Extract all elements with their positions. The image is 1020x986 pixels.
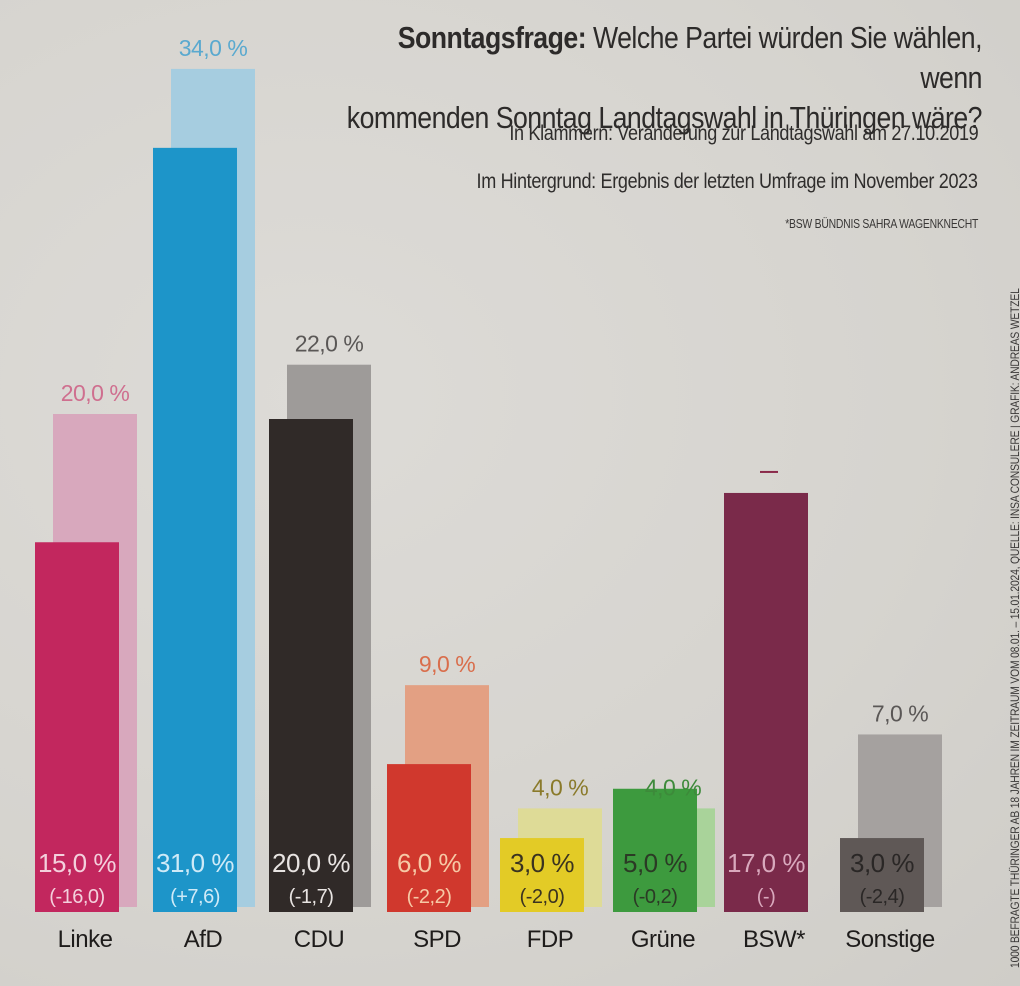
foreground-bar	[500, 838, 584, 912]
bar-group-grne	[613, 788, 715, 912]
category-label: Linke	[58, 926, 113, 953]
change-label: (-16,0)	[49, 886, 104, 908]
bar-group-linke	[35, 414, 137, 912]
foreground-value-label: 17,0 %	[727, 848, 805, 878]
title-line-1: Sonntagsfrage: Welche Partei würden Sie …	[346, 18, 983, 98]
foreground-bar	[269, 419, 353, 912]
change-label: (-)	[757, 886, 775, 908]
bar-group-sonstige	[840, 734, 942, 912]
background-value-label: 9,0 %	[419, 651, 475, 677]
foreground-bar	[724, 492, 808, 912]
foreground-value-label: 5,0 %	[623, 848, 687, 878]
bar-group-bsw	[724, 470, 808, 912]
foreground-bar	[840, 838, 924, 912]
change-label: (-2,2)	[407, 886, 452, 908]
category-label: Grüne	[631, 926, 695, 953]
foreground-value-label: 31,0 %	[156, 848, 234, 878]
title-bold: Sonntagsfrage:	[397, 20, 587, 55]
category-label: Sonstige	[845, 926, 935, 953]
bar-group-cdu	[269, 364, 371, 912]
category-label: BSW*	[743, 926, 805, 953]
category-label: CDU	[294, 926, 345, 953]
foreground-bar	[35, 542, 119, 912]
change-label: (-0,2)	[633, 886, 678, 908]
foreground-value-label: 20,0 %	[272, 848, 350, 878]
title-line-2: kommenden Sonntag Landtagswahl in Thürin…	[346, 100, 983, 135]
change-label: (-1,7)	[289, 886, 334, 908]
change-label: (+7,6)	[170, 886, 220, 908]
background-value-label: 20,0 %	[61, 380, 130, 406]
background-value-label: 34,0 %	[179, 35, 248, 61]
change-label: (-2,0)	[520, 886, 565, 908]
category-label: AfD	[184, 926, 223, 953]
bar-group-afd	[153, 68, 255, 913]
foreground-value-label: 3,0 %	[850, 848, 914, 878]
foreground-value-label: 15,0 %	[38, 848, 116, 878]
category-label: SPD	[413, 926, 461, 953]
bar-group-fdp	[500, 808, 602, 912]
subtitle-brackets: In Klammern: Veränderung zur Landtagswah…	[508, 122, 978, 145]
foreground-bar	[613, 788, 697, 912]
foreground-value-label: 6,0 %	[397, 848, 461, 878]
foreground-bar	[387, 764, 471, 912]
change-label: (-2,4)	[860, 886, 905, 908]
foreground-bar	[153, 147, 237, 913]
category-label: FDP	[527, 926, 574, 953]
background-value-label: 4,0 %	[532, 774, 588, 800]
background-value-label: 7,0 %	[872, 700, 928, 726]
background-value-dash	[760, 470, 778, 473]
foreground-value-label: 3,0 %	[510, 848, 574, 878]
footnote-bsw: *BSW BÜNDNIS SAHRA WAGENKNECHT	[785, 216, 978, 231]
subtitle-background: Im Hintergrund: Ergebnis der letzten Umf…	[477, 170, 978, 193]
title-rest: Welche Partei würden Sie wählen, wenn	[592, 20, 983, 95]
bar-group-spd	[387, 685, 489, 912]
background-value-label: 4,0 %	[645, 774, 701, 800]
background-value-label: 22,0 %	[295, 331, 364, 357]
chart-title: Sonntagsfrage: Welche Partei würden Sie …	[346, 18, 983, 138]
